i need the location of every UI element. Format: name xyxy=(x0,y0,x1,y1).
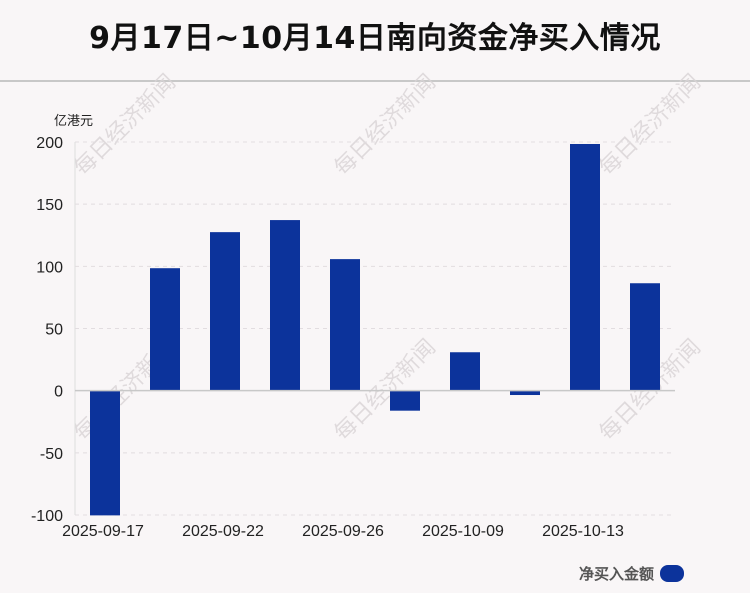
y-tick-label: 0 xyxy=(54,384,63,401)
y-tick-label: 150 xyxy=(36,197,63,214)
x-tick-label: 2025-09-22 xyxy=(182,523,264,540)
x-tick-label: 2025-09-26 xyxy=(302,523,384,540)
y-tick-label: 100 xyxy=(36,259,63,276)
legend-label: 净买入金额 xyxy=(578,565,654,583)
x-tick-label: 2025-10-09 xyxy=(422,523,504,540)
y-axis-unit: 亿港元 xyxy=(54,114,93,129)
watermark: 每日经济新闻 xyxy=(595,70,706,181)
y-tick-label: 50 xyxy=(45,322,63,339)
bar xyxy=(330,259,360,391)
bar xyxy=(450,352,480,391)
bar xyxy=(510,390,540,396)
bar xyxy=(270,220,300,391)
x-tick-label: 2025-10-13 xyxy=(542,523,624,540)
bar xyxy=(90,390,120,516)
bar xyxy=(390,390,420,411)
watermark: 每日经济新闻 xyxy=(330,70,441,181)
bar xyxy=(630,283,660,391)
bar xyxy=(150,268,180,391)
bar xyxy=(570,143,600,391)
bar xyxy=(210,232,240,391)
x-tick-label: 2025-09-17 xyxy=(62,523,144,540)
legend: 净买入金额 xyxy=(579,563,684,584)
y-tick-label: -100 xyxy=(31,508,63,525)
y-tick-label: 200 xyxy=(36,135,63,152)
y-tick-label: -50 xyxy=(40,446,63,463)
legend-swatch xyxy=(660,565,684,582)
chart-title: 9月17日~10月14日南向资金净买入情况 xyxy=(0,0,750,82)
